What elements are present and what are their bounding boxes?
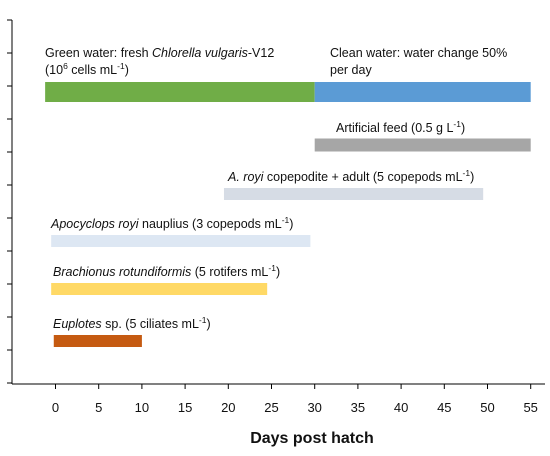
bar-nauplius [51,235,311,247]
bar-copepodite-adult [223,188,484,200]
bar-labels: Green water: fresh Chlorella vulgaris-V1… [45,46,507,331]
label-rotifers: Brachionus rotundiformis (5 rotifers mL-… [53,263,280,279]
label-artificial-feed: Artificial feed (0.5 g L-1) [336,119,465,135]
label-copepodite-adult: A. royi copepodite + adult (5 copepods m… [227,168,474,184]
bar-green-water [45,82,315,102]
label-green-water: Green water: fresh Chlorella vulgaris-V1… [45,46,274,60]
bars [45,82,531,347]
x-tick-label: 20 [221,400,235,415]
label-ciliates: Euplotes sp. (5 ciliates mL-1) [53,315,211,331]
x-tick-label: 30 [307,400,321,415]
x-axis-title: Days post hatch [250,430,374,447]
bar-clean-water [314,82,531,102]
x-tick-label: 25 [264,400,278,415]
bar-rotifers [51,283,268,295]
x-tick-label: 55 [523,400,537,415]
label-clean-water: Clean water: water change 50% [330,46,507,60]
x-tick-label: 0 [52,400,59,415]
x-tick-label: 40 [394,400,408,415]
axes: 0 5 10 15 20 25 30 35 40 45 50 55 [7,19,545,415]
x-tick-label: 35 [351,400,365,415]
label-clean-water-line2: per day [330,63,372,77]
x-tick-label: 50 [480,400,494,415]
bar-artificial-feed [314,138,531,152]
label-green-water-line2: (106 cells mL-1) [45,61,129,77]
x-tick-label: 15 [178,400,192,415]
bar-ciliates [53,335,142,347]
x-tick-label: 10 [135,400,149,415]
label-nauplius: Apocyclops royi nauplius (3 copepods mL-… [50,215,293,231]
x-tick-label: 45 [437,400,451,415]
x-tick-label: 5 [95,400,102,415]
